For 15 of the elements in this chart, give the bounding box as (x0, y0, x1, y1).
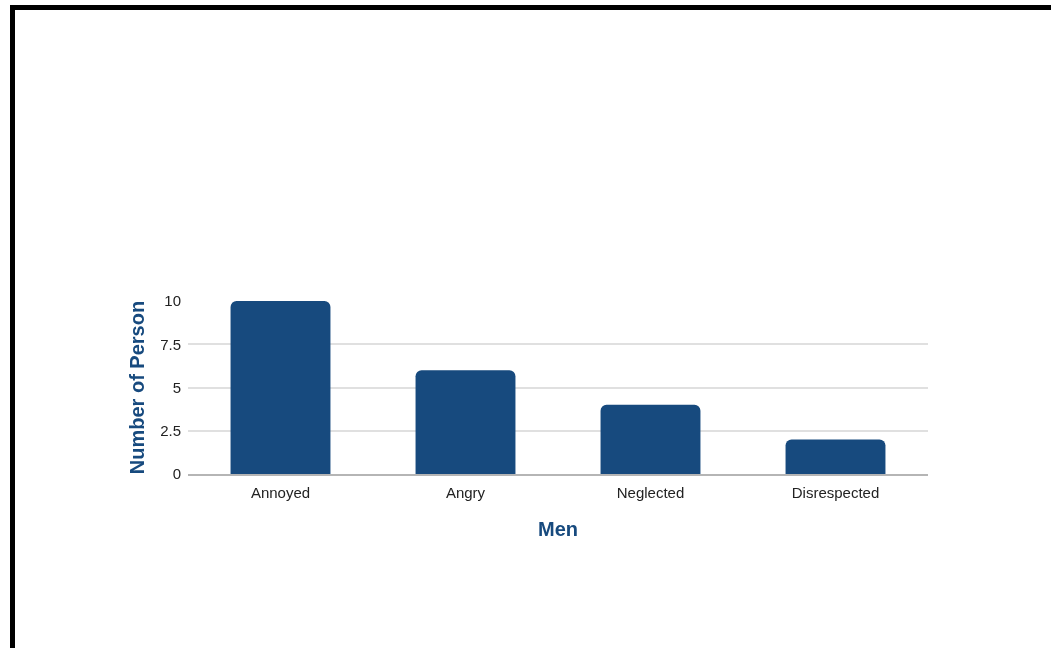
y-tick-label: 7.5 (160, 335, 181, 353)
bar (600, 404, 701, 474)
bar (230, 301, 331, 474)
y-tick-label: 2.5 (160, 422, 181, 439)
x-tick-label: Angry (445, 483, 486, 501)
y-tick-label: 0 (172, 465, 181, 483)
x-tick-label: Neglected (616, 483, 685, 501)
y-tick-label: 5 (172, 378, 181, 396)
x-tick-label: Disrespected (791, 483, 880, 501)
y-axis-title: Number of Person (125, 300, 148, 475)
y-tick-label: 10 (164, 292, 181, 310)
bar (785, 439, 886, 474)
x-axis-title: Men (538, 517, 578, 540)
x-tick-label: Annoyed (250, 483, 311, 501)
bar (415, 370, 516, 474)
